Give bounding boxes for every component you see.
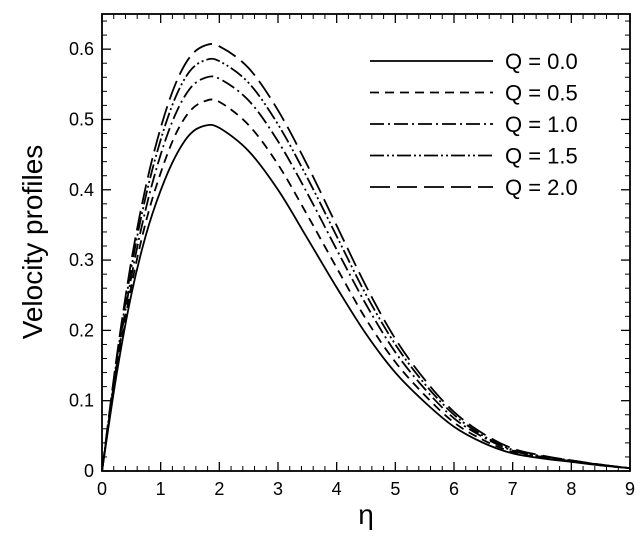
x-tick-label: 3: [273, 479, 283, 499]
x-tick-label: 7: [508, 479, 518, 499]
x-tick-label: 6: [449, 479, 459, 499]
legend-label-4: Q = 2.0: [505, 175, 578, 200]
x-tick-label: 1: [156, 479, 166, 499]
x-tick-label: 9: [625, 479, 635, 499]
series-lines: [101, 43, 631, 472]
y-tick-label: 0.4: [69, 180, 94, 200]
series-line-3: [101, 57, 631, 472]
series-line-0: [101, 123, 631, 472]
y-tick-label: 0.5: [69, 109, 94, 129]
y-axis-title: Velocity profiles: [17, 145, 48, 340]
legend-label-1: Q = 0.5: [505, 81, 578, 106]
x-tick-label: 8: [566, 479, 576, 499]
legend-label-3: Q = 1.5: [505, 144, 578, 169]
y-tick-label: 0: [84, 461, 94, 481]
x-tick-label: 4: [332, 479, 342, 499]
legend: Q = 0.0 Q = 0.5 Q = 1.0 Q = 1.5 Q = 2.0: [370, 49, 578, 200]
series-line-1: [101, 98, 631, 472]
series-line-4: [101, 43, 631, 472]
y-tick-label: 0.1: [69, 391, 94, 411]
x-axis-title: η: [358, 499, 374, 530]
x-tick-label: 5: [390, 479, 400, 499]
legend-label-0: Q = 0.0: [505, 49, 578, 74]
x-tick-label: 0: [97, 479, 107, 499]
y-tick-label: 0.6: [69, 39, 94, 59]
axis-ticks: 0 1 2 3 4 5 6 7 8 9 0 0.1 0.2 0.3 0.4 0.5 0.6: [69, 14, 635, 499]
y-tick-label: 0.3: [69, 250, 94, 270]
y-tick-label: 0.2: [69, 320, 94, 340]
plot-frame: [101, 13, 631, 472]
legend-label-2: Q = 1.0: [505, 112, 578, 137]
x-tick-label: 2: [214, 479, 224, 499]
